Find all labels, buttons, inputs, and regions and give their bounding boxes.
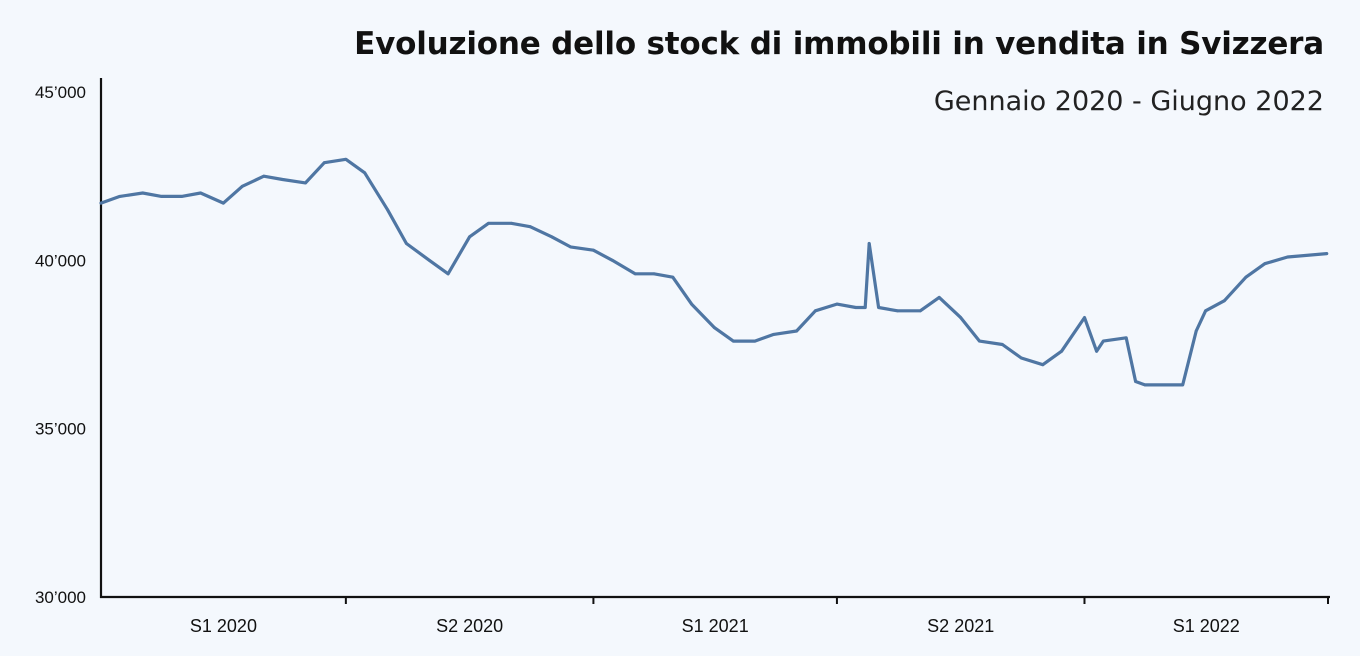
data-point: [690, 302, 693, 306]
data-point: [427, 258, 431, 262]
data-point: [1101, 339, 1105, 343]
data-point: [99, 201, 103, 205]
data-point: [240, 184, 244, 188]
data-point: [877, 306, 880, 309]
chart-subtitle: Gennaio 2020 - Giugno 2022: [933, 86, 1324, 117]
y-tick-label: 45’000: [35, 83, 86, 102]
data-point: [671, 275, 675, 279]
data-point: [180, 195, 184, 198]
y-tick-label: 35’000: [35, 420, 86, 439]
series-line: [99, 157, 1329, 387]
x-tick-label: S2 2020: [436, 616, 503, 636]
data-point: [509, 221, 513, 225]
data-point: [854, 306, 858, 309]
y-tick-label: 30’000: [35, 588, 86, 607]
data-point: [795, 329, 798, 333]
data-point: [1143, 383, 1147, 387]
data-point: [487, 221, 490, 225]
data-point: [1223, 299, 1226, 303]
data-point: [863, 306, 867, 309]
data-point: [1162, 383, 1166, 387]
data-point: [1204, 309, 1207, 313]
data-point: [1095, 349, 1098, 353]
x-tick-label: S1 2020: [190, 616, 257, 636]
data-point: [386, 208, 389, 212]
x-tick-label: S1 2022: [1173, 616, 1240, 636]
data-point: [363, 171, 367, 175]
data-point: [550, 235, 554, 239]
data-point: [1019, 356, 1023, 360]
data-point: [468, 235, 471, 239]
data-point: [731, 339, 735, 343]
data-point: [1286, 255, 1289, 259]
data-point: [141, 191, 145, 195]
data-point: [1244, 275, 1248, 279]
x-tick-label: S1 2021: [682, 616, 749, 636]
data-point: [652, 272, 656, 276]
data-point: [281, 178, 284, 181]
data-point: [959, 316, 963, 319]
data-point: [918, 309, 922, 313]
chart-title: Evoluzione dello stock di immobili in ve…: [354, 26, 1324, 62]
data-point: [1124, 336, 1128, 340]
data-point: [814, 309, 817, 313]
data-point: [1041, 363, 1045, 367]
data-point: [1194, 329, 1198, 333]
data-point: [222, 201, 225, 205]
data-point: [978, 339, 981, 343]
data-point: [304, 181, 307, 185]
data-point: [160, 195, 163, 198]
data-point: [835, 302, 839, 306]
data-point: [896, 309, 899, 313]
data-point: [1325, 252, 1329, 256]
x-tick-label: S2 2021: [927, 616, 994, 636]
data-point: [528, 225, 532, 229]
data-point: [633, 272, 637, 276]
data-point: [867, 242, 871, 245]
data-point: [199, 191, 203, 195]
data-point: [592, 248, 595, 252]
data-point: [344, 157, 348, 161]
series-group: [99, 157, 1329, 387]
data-point: [405, 242, 408, 245]
data-point: [1181, 383, 1185, 387]
data-point: [1001, 343, 1004, 346]
data-point: [1134, 380, 1137, 383]
data-point: [753, 339, 757, 343]
data-point: [772, 333, 776, 336]
y-axis: 30’000 35’000 40’000 45’000: [35, 78, 103, 607]
data-point: [322, 161, 326, 165]
data-point: [262, 174, 266, 178]
data-point: [569, 245, 572, 249]
data-point: [713, 326, 716, 330]
y-tick-label: 40’000: [35, 251, 86, 270]
data-point: [1060, 349, 1063, 353]
data-point: [1263, 262, 1267, 266]
data-point: [118, 195, 122, 198]
data-point: [446, 272, 450, 276]
x-axis: S1 2020 S2 2020 S1 2021 S2 2021 S1 2022: [100, 595, 1330, 636]
data-point: [610, 258, 614, 262]
data-point: [1083, 316, 1086, 319]
data-point: [937, 296, 941, 299]
